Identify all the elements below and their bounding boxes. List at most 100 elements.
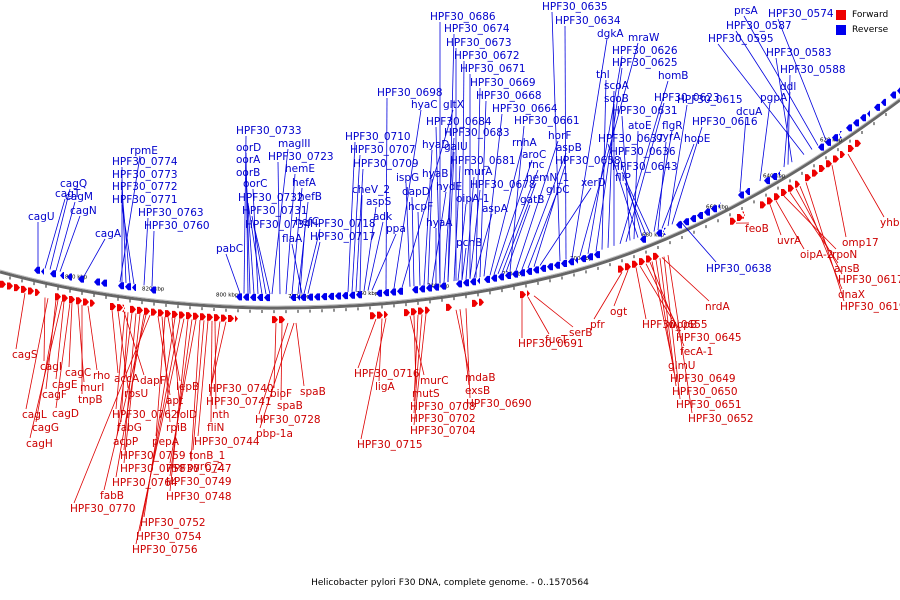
reverse-gene [297, 293, 300, 301]
forward-gene [781, 189, 787, 197]
reverse-leader-line [443, 137, 455, 283]
forward-gene-label: HPF30_0749 [166, 476, 232, 488]
forward-gene [172, 310, 178, 318]
reverse-gene-label: HPF30_0638 [706, 263, 772, 275]
forward-gene-label: omp17 [842, 237, 879, 249]
forward-leader-line [123, 313, 141, 464]
reverse-gene-label: HPF30_0774 [112, 156, 178, 168]
forward-gene-label: pfr [590, 319, 605, 331]
forward-gene [833, 155, 839, 163]
forward-gene [730, 217, 736, 225]
scale-tick-label: 660 kbp [706, 204, 729, 210]
reverse-leader-line [367, 221, 384, 291]
reverse-gene-label: HPF30_0635 [542, 1, 608, 13]
reverse-gene [470, 278, 476, 286]
reverse-gene-label: cagN [70, 205, 97, 217]
reverse-gene [874, 103, 880, 111]
reverse-gene [540, 264, 546, 272]
reverse-leader-line [527, 194, 557, 269]
reverse-leader-line [299, 226, 306, 294]
reverse-leader-line [347, 141, 356, 293]
reverse-leader-line [307, 241, 321, 294]
reverse-leader-line [55, 201, 76, 271]
reverse-gene [561, 260, 567, 268]
reverse-leader-line [351, 154, 361, 292]
reverse-leader-line [359, 194, 363, 292]
reverse-gene-label: horF [548, 130, 571, 142]
forward-gene [14, 284, 20, 292]
forward-gene-label: HPF30_0756 [132, 544, 198, 556]
forward-gene-label: HPF30_0716 [354, 368, 420, 380]
forward-gene [0, 280, 6, 288]
forward-gene [446, 303, 452, 311]
reverse-gene [640, 235, 646, 243]
forward-leader-line [210, 320, 213, 423]
forward-gene-label: fabG [117, 422, 142, 434]
forward-leader-line [43, 297, 46, 362]
forward-leader-line [295, 322, 305, 387]
forward-gene [35, 288, 40, 296]
reverse-gene-label: oorA [236, 154, 261, 166]
reverse-gene-label: hefC [295, 216, 319, 228]
reverse-gene-label: HPF30_0734 [245, 219, 311, 231]
forward-gene [767, 197, 773, 205]
forward-gene-label: HPF30_0690 [466, 398, 532, 410]
reverse-gene-label: pabC [216, 243, 243, 255]
forward-leader-line [409, 315, 425, 376]
forward-gene-label: HPF30_0649 [670, 373, 736, 385]
reverse-gene-label: ddl [780, 81, 796, 93]
reverse-leader-line [121, 204, 135, 285]
reverse-gene [594, 251, 600, 259]
reverse-gene [397, 287, 403, 295]
forward-gene [788, 184, 794, 192]
forward-gene-label: HPF30_0758 [120, 463, 186, 475]
reverse-gene-label: pgpA [760, 92, 788, 104]
forward-gene-label: feoB [745, 223, 769, 235]
forward-gene [193, 312, 199, 320]
forward-leader-line [455, 309, 470, 373]
forward-gene [221, 314, 227, 322]
forward-gene-label: murI [80, 382, 104, 394]
reverse-gene-label: HPF30_0587 [726, 20, 792, 32]
forward-leader-line [805, 182, 845, 302]
forward-gene [418, 307, 424, 315]
reverse-gene-label: galU [444, 141, 468, 153]
forward-leader-line [111, 309, 119, 374]
reverse-gene-label: HPF30_0625 [612, 57, 678, 69]
reverse-gene-label: prsA [734, 5, 758, 17]
forward-gene-label: HPF30_0715 [357, 439, 423, 451]
forward-leader-line [661, 257, 710, 302]
forward-leader-line [651, 261, 673, 361]
reverse-gene [839, 131, 842, 139]
forward-leader-line [68, 302, 73, 368]
forward-gene-label: HPF30_0764 [112, 477, 178, 489]
legend-label-forward: Forward [852, 9, 889, 20]
forward-leader-line [258, 322, 289, 415]
reverse-gene [94, 278, 100, 286]
reverse-gene-label: cagQ [60, 178, 87, 190]
reverse-gene-label: ispG [396, 172, 419, 184]
reverse-gene-label: dgkA [597, 28, 624, 40]
reverse-gene-label: cagA [95, 228, 122, 240]
forward-leader-line [775, 200, 805, 250]
forward-leader-line [171, 317, 181, 410]
forward-leader-line [645, 263, 681, 333]
reverse-gene [512, 270, 518, 278]
reverse-leader-line [533, 165, 566, 267]
forward-gene-label: HPF30_0702 [410, 413, 476, 425]
reverse-gene [818, 143, 824, 151]
forward-gene-label: HPF30_0740 [208, 383, 274, 395]
forward-leader-line [635, 267, 647, 320]
reverse-leader-line [143, 217, 149, 286]
reverse-gene [533, 266, 539, 274]
reverse-leader-line [355, 168, 364, 292]
reverse-gene-label: HPF30_0671 [460, 63, 526, 75]
reverse-leader-line [475, 87, 481, 278]
reverse-gene-label: HPF30_0623 [654, 92, 720, 104]
forward-leader-line [35, 300, 59, 423]
forward-gene [62, 294, 68, 302]
forward-gene-label: rpiB [166, 422, 187, 434]
forward-gene-label: folD [176, 409, 197, 421]
forward-leader-line [55, 302, 71, 409]
